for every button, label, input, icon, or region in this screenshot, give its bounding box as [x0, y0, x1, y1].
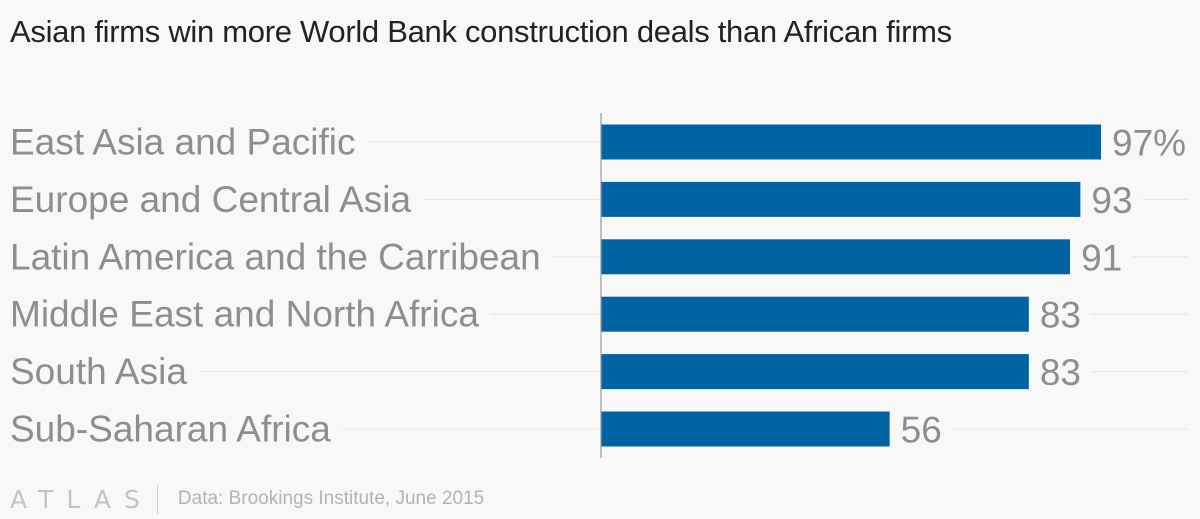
bar[interactable] [601, 181, 1081, 217]
footer: ATLAS Data: Brookings Institute, June 20… [10, 484, 484, 514]
category-label: Sub-Saharan Africa [10, 409, 331, 450]
value-label: 83 [1040, 295, 1081, 336]
category-label: Latin America and the Carribean [10, 236, 541, 277]
chart-rows: East Asia and Pacific 97% Europe and Centr… [10, 122, 1188, 451]
value-label: 91 [1081, 237, 1122, 278]
value-label: 83 [1040, 352, 1081, 393]
source-note: Data: Brookings Institute, June 2015 [177, 488, 485, 509]
bar[interactable] [601, 411, 890, 447]
bar[interactable] [601, 124, 1101, 160]
atlas-logo[interactable]: ATLAS [10, 484, 153, 514]
category-label: South Asia [10, 351, 187, 392]
bar[interactable] [601, 296, 1029, 332]
value-label: 97% [1112, 123, 1186, 164]
category-label: Europe and Central Asia [10, 179, 412, 220]
category-label: Middle East and North Africa [10, 294, 479, 335]
category-label: East Asia and Pacific [10, 122, 356, 163]
bar[interactable] [601, 239, 1071, 275]
footer-divider [156, 484, 158, 514]
bar[interactable] [601, 354, 1029, 390]
value-label: 56 [901, 410, 942, 451]
value-label: 93 [1091, 180, 1132, 221]
chart-title: Asian firms win more World Bank construc… [10, 14, 952, 49]
